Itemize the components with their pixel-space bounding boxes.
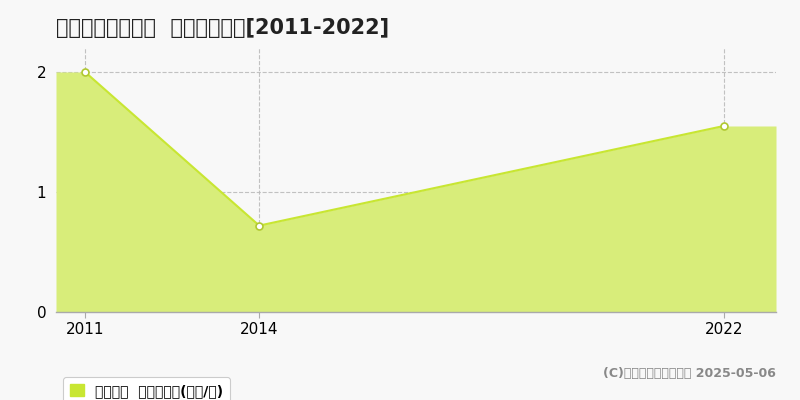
Text: 西伯郡大山町高田  土地価格推移[2011-2022]: 西伯郡大山町高田 土地価格推移[2011-2022] — [56, 18, 389, 38]
Legend: 土地価格  平均坪単価(万円/坪): 土地価格 平均坪単価(万円/坪) — [63, 377, 230, 400]
Text: (C)土地価格ドットコム 2025-05-06: (C)土地価格ドットコム 2025-05-06 — [603, 367, 776, 380]
